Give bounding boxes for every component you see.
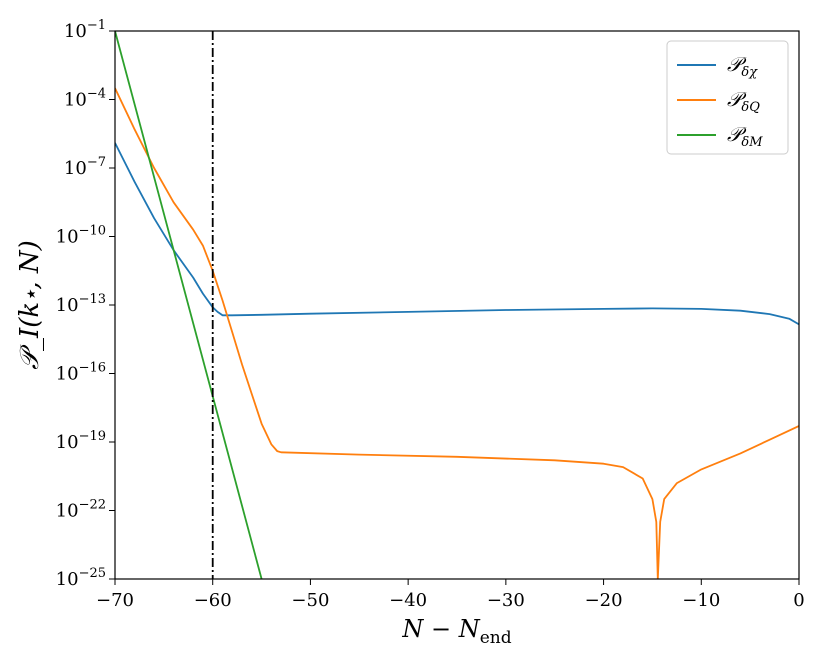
legend-box xyxy=(666,40,789,155)
y-axis-label: 𝒫_I(k⋆, N) xyxy=(15,240,45,370)
y-tick-exponent: −7 xyxy=(87,155,106,170)
x-tick-label: −70 xyxy=(96,590,134,611)
legend-label-subscript: δχ xyxy=(741,65,758,80)
legend-label-subscript: δQ xyxy=(741,100,760,115)
x-axis-ticks: −70 −60 −50 −40 −30 −20 −10 0 xyxy=(96,579,805,611)
series-line-3 xyxy=(115,31,263,579)
y-tick-label: 10−16 xyxy=(56,361,106,385)
y-tick-label: 10−4 xyxy=(64,87,106,111)
x-tick-label: −40 xyxy=(389,590,427,611)
y-tick-label: 10−1 xyxy=(64,18,106,42)
x-tick-label: 0 xyxy=(793,590,804,611)
y-tick-exponent: −13 xyxy=(79,292,106,307)
x-tick-label: −30 xyxy=(487,590,525,611)
y-tick-base: 10 xyxy=(56,432,79,453)
y-tick-exponent: −4 xyxy=(87,87,106,102)
y-tick-label: 10−19 xyxy=(56,429,106,453)
x-axis-label-subscript: end xyxy=(480,628,512,648)
y-tick-base: 10 xyxy=(64,21,87,42)
x-axis-label: N − Nend xyxy=(401,615,511,648)
y-tick-exponent: −22 xyxy=(79,498,106,513)
series-line-1 xyxy=(115,142,799,326)
x-axis-label-main: N − N xyxy=(401,615,480,643)
y-axis-ticks: 10−110−410−710−1010−1310−1610−1910−2210−… xyxy=(56,18,115,590)
y-tick-exponent: −1 xyxy=(87,18,106,33)
y-tick-label: 10−22 xyxy=(56,498,106,522)
y-tick-base: 10 xyxy=(56,364,79,385)
x-tick-label: −20 xyxy=(585,590,623,611)
y-tick-exponent: −16 xyxy=(79,361,106,376)
y-tick-label: 10−7 xyxy=(64,155,106,179)
series-line-2 xyxy=(115,87,799,579)
y-tick-base: 10 xyxy=(64,158,87,179)
y-tick-label: 10−10 xyxy=(56,224,106,248)
legend-label-subscript: δM xyxy=(741,135,763,150)
y-tick-base: 10 xyxy=(56,295,79,316)
y-tick-label: 10−25 xyxy=(56,566,106,590)
x-tick-label: −60 xyxy=(194,590,232,611)
x-tick-label: −50 xyxy=(291,590,329,611)
y-tick-base: 10 xyxy=(56,227,79,248)
series-layer xyxy=(115,31,799,579)
y-tick-base: 10 xyxy=(64,90,87,111)
y-tick-exponent: −19 xyxy=(79,429,106,444)
y-tick-label: 10−13 xyxy=(56,292,106,316)
y-tick-exponent: −10 xyxy=(79,224,106,239)
y-tick-base: 10 xyxy=(56,501,79,522)
y-tick-exponent: −25 xyxy=(79,566,106,581)
x-tick-label: −10 xyxy=(682,590,720,611)
y-tick-base: 10 xyxy=(56,569,79,590)
